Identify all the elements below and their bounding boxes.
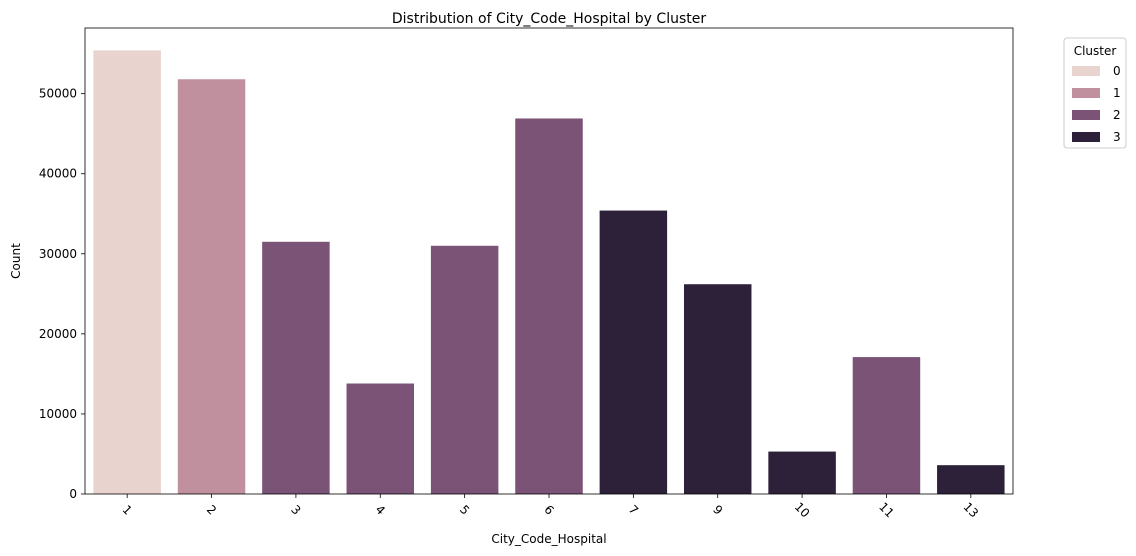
y-tick-label: 10000: [39, 407, 77, 421]
legend-swatch-2: [1072, 110, 1100, 120]
bar-9: [683, 284, 752, 494]
bar-1: [93, 50, 161, 494]
legend-swatch-1: [1072, 88, 1100, 98]
x-tick-label: 3: [288, 502, 303, 517]
plot-frame: [84, 27, 1014, 495]
y-ticks-group: 0 10000 20000 30000 40000 50000: [39, 87, 85, 501]
legend-swatch-3: [1072, 132, 1100, 142]
legend-label-3: 3: [1113, 130, 1121, 144]
bar-3: [262, 241, 330, 494]
y-tick-label: 20000: [39, 327, 77, 341]
x-tick-label: 11: [876, 500, 897, 521]
y-tick-label: 30000: [39, 247, 77, 261]
x-tick-label: 1: [120, 502, 135, 517]
legend-title: Cluster: [1074, 44, 1117, 58]
x-ticks-group: 1 2 3 4 5 6 7 9 10 11 13: [120, 494, 981, 521]
legend-swatch-0: [1072, 66, 1100, 76]
legend-label-0: 0: [1113, 64, 1121, 78]
y-tick-label: 50000: [39, 87, 77, 101]
bar-11: [852, 357, 921, 494]
bar-6: [515, 118, 583, 494]
bar-4: [346, 383, 415, 494]
bar-2: [177, 79, 246, 494]
bar-13: [937, 465, 1005, 494]
bar-7: [599, 210, 668, 494]
x-tick-label: 4: [373, 502, 388, 517]
x-tick-label: 9: [710, 502, 725, 517]
x-tick-label: 7: [626, 502, 641, 517]
x-tick-label: 5: [457, 502, 472, 517]
x-tick-label: 13: [960, 500, 981, 521]
bar-5: [430, 245, 499, 494]
legend: Cluster 0 1 2 3: [1063, 37, 1127, 149]
bars-group: [93, 50, 1005, 494]
bar-10: [768, 451, 836, 494]
y-tick-label: 0: [69, 487, 77, 501]
x-axis-label: City_Code_Hospital: [491, 532, 606, 546]
legend-label-1: 1: [1113, 86, 1121, 100]
x-tick-label: 10: [792, 500, 813, 521]
legend-label-2: 2: [1113, 108, 1121, 122]
x-tick-label: 6: [541, 502, 556, 517]
y-axis-label: Count: [9, 243, 23, 279]
y-tick-label: 40000: [39, 167, 77, 181]
x-tick-label: 2: [204, 502, 219, 517]
chart-title: Distribution of City_Code_Hospital by Cl…: [392, 11, 706, 27]
